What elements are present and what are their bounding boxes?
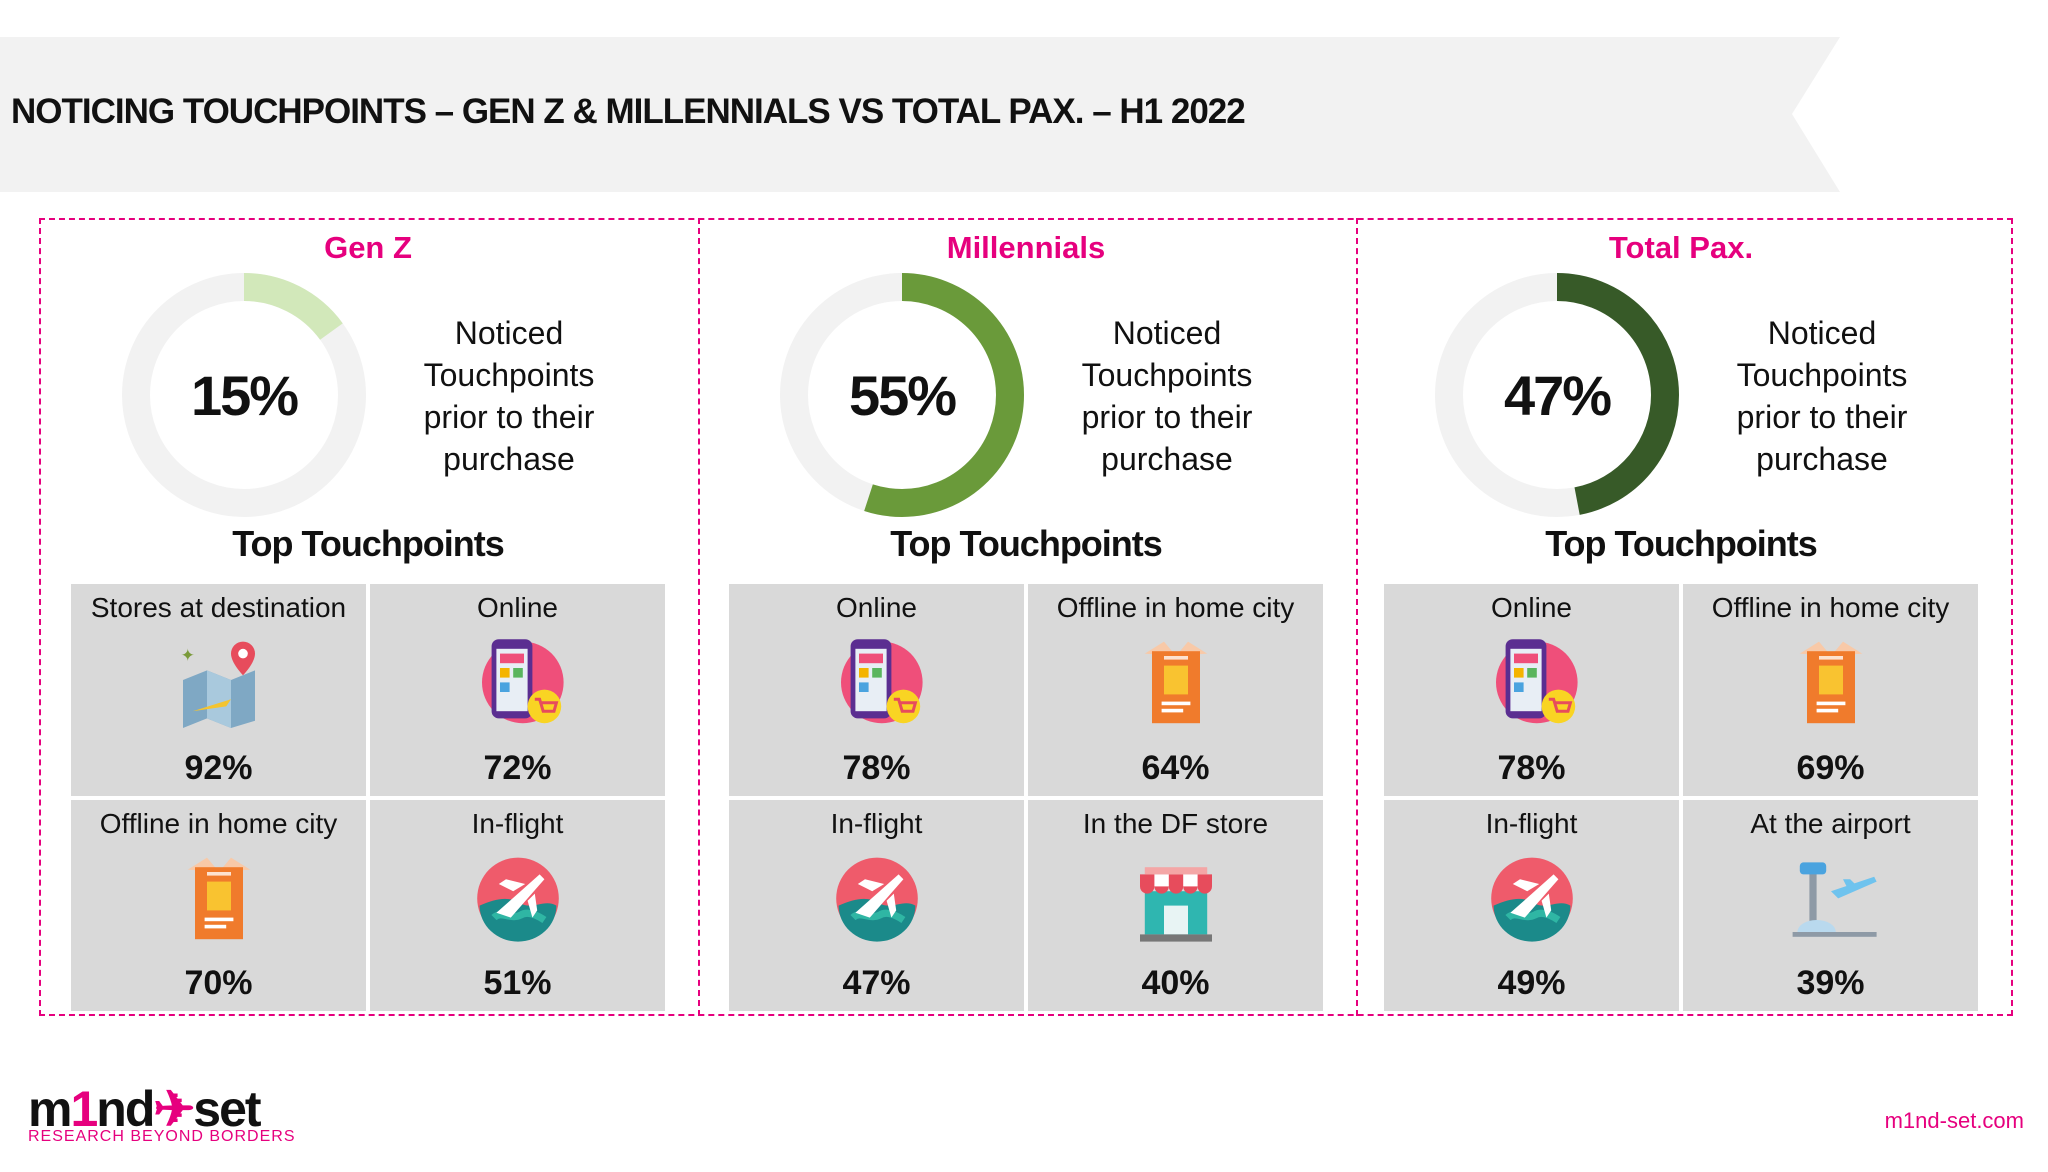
store-icon (1139, 866, 1212, 942)
noticed-description: Noticed Touchpoints prior to their purchase (1067, 312, 1267, 480)
noticed-line: prior to their (1081, 399, 1253, 435)
touchpoint-value: 40% (1141, 964, 1210, 1002)
noticed-description: Noticed Touchpoints prior to their purchase (1722, 312, 1922, 480)
touchpoint-value: 92% (184, 748, 253, 787)
noticed-line: Noticed (1112, 315, 1222, 351)
noticed-percent: 47% (1503, 363, 1612, 427)
title-banner (0, 37, 1840, 192)
touchpoint-tile: Offline in home city 64% (1028, 584, 1323, 796)
touchpoint-value: 51% (483, 964, 552, 1002)
panel-title: Total Pax. (1608, 230, 1754, 265)
noticed-line: Touchpoints (423, 357, 595, 393)
touchpoint-tile: At the airport 39% (1683, 799, 1978, 1011)
shopping-bag-icon (1144, 641, 1207, 724)
divider (1356, 218, 1358, 1016)
website-link[interactable]: m1nd-set.com (1884, 1108, 2024, 1133)
touchpoint-tile: Offline in home city 69% (1683, 584, 1978, 796)
touchpoint-label: At the airport (1750, 807, 1911, 839)
panels-frame (39, 218, 2013, 1016)
noticed-percent: 15% (190, 363, 299, 427)
touchpoint-value: 39% (1796, 964, 1865, 1002)
top-touchpoints-heading: Top Touchpoints (1545, 523, 1818, 564)
noticed-line: purchase (1101, 441, 1233, 477)
touchpoint-value: 78% (842, 748, 911, 787)
noticed-description: Noticed Touchpoints prior to their purchase (409, 312, 609, 480)
touchpoint-tile: In-flight 49% (1384, 799, 1679, 1011)
noticed-line: Noticed (1767, 315, 1877, 351)
panel-millennials: Millennials 55% Noticed Touchpoints prior … (697, 218, 1355, 1016)
touchpoint-tile: Online 78% (729, 584, 1024, 796)
donut-value-arc (1435, 273, 1679, 517)
donut-value-arc (780, 273, 1024, 517)
touchpoint-tile: In-flight 47% (729, 799, 1024, 1011)
divider (698, 218, 700, 1016)
noticed-percent: 55% (848, 363, 957, 427)
touchpoint-tile: In the DF store 40% (1028, 799, 1323, 1011)
panel-title: Gen Z (324, 230, 412, 265)
panel-total-pax: Total Pax. 47% Noticed Touchpoints prior t… (1352, 218, 2010, 1016)
plane-globe-icon (835, 857, 918, 942)
shopping-bag-icon (187, 857, 250, 939)
logo-tagline: RESEARCH BEYOND BORDERS (28, 1128, 296, 1145)
touchpoint-label: In-flight (471, 807, 564, 839)
touchpoint-label: Stores at destination (90, 592, 347, 623)
noticed-line: Noticed (454, 315, 564, 351)
touchpoint-value: 72% (483, 748, 552, 787)
touchpoint-tile: Online 78% (1384, 584, 1679, 796)
touchpoint-label: Online (1491, 592, 1572, 623)
touchpoint-label: Offline in home city (99, 807, 338, 839)
touchpoint-tile: Online 72% (370, 584, 665, 796)
logo-wordmark: m1nd✈set (28, 1081, 262, 1137)
touchpoint-value: 47% (842, 964, 911, 1002)
phone-shopping-icon (1495, 639, 1578, 724)
donut-chart (780, 273, 1024, 517)
touchpoint-label: In the DF store (1082, 807, 1269, 839)
touchpoints-grid: Stores at destination ✦ 92% Online 72% O… (71, 584, 665, 1011)
top-touchpoints-heading: Top Touchpoints (890, 523, 1163, 564)
top-touchpoints-heading: Top Touchpoints (232, 523, 505, 564)
touchpoint-value: 64% (1141, 748, 1210, 787)
touchpoint-value: 70% (184, 964, 253, 1002)
touchpoint-tile: Stores at destination ✦ 92% (71, 584, 366, 796)
noticed-line: prior to their (423, 399, 595, 435)
airport-icon (1792, 861, 1877, 937)
shopping-bag-icon (1799, 641, 1862, 724)
touchpoint-label: Online (477, 592, 558, 623)
touchpoint-label: Offline in home city (1711, 592, 1950, 623)
touchpoint-tile: Offline in home city 70% (71, 799, 366, 1011)
noticed-line: Touchpoints (1736, 357, 1908, 393)
touchpoint-label: Offline in home city (1056, 592, 1295, 623)
touchpoint-label: Online (836, 592, 917, 623)
mindset-logo: m1nd✈set RESEARCH BEYOND BORDERS (28, 1060, 295, 1146)
noticed-line: purchase (1756, 441, 1888, 477)
touchpoints-grid: Online 78% Offline in home city 69% In-f… (1384, 584, 1978, 1011)
plane-globe-icon (476, 857, 559, 942)
touchpoint-label: In-flight (830, 807, 923, 839)
panel-gen-z: Gen Z 15% Noticed Touchpoints prior to the… (39, 218, 697, 1016)
noticed-line: prior to their (1736, 399, 1908, 435)
touchpoints-grid: Online 78% Offline in home city 64% In-f… (729, 584, 1323, 1011)
plane-globe-icon (1490, 857, 1573, 942)
touchpoint-value: 69% (1796, 748, 1865, 787)
phone-shopping-icon (481, 639, 564, 724)
svg-text:✦: ✦ (180, 646, 194, 665)
page-title: NOTICING TOUCHPOINTS – GEN Z & MILLENNIA… (11, 92, 1246, 131)
donut-chart (1435, 273, 1679, 517)
touchpoint-value: 78% (1497, 748, 1566, 787)
touchpoint-label: In-flight (1485, 807, 1578, 839)
noticed-line: purchase (443, 441, 575, 477)
donut-value-arc (122, 273, 366, 517)
noticed-line: Touchpoints (1081, 357, 1253, 393)
panel-title: Millennials (946, 230, 1106, 265)
map-pin-icon: ✦ (180, 641, 255, 728)
donut-chart (122, 273, 366, 517)
touchpoint-tile: In-flight 51% (370, 799, 665, 1011)
touchpoint-value: 49% (1497, 964, 1566, 1002)
phone-shopping-icon (840, 639, 923, 724)
